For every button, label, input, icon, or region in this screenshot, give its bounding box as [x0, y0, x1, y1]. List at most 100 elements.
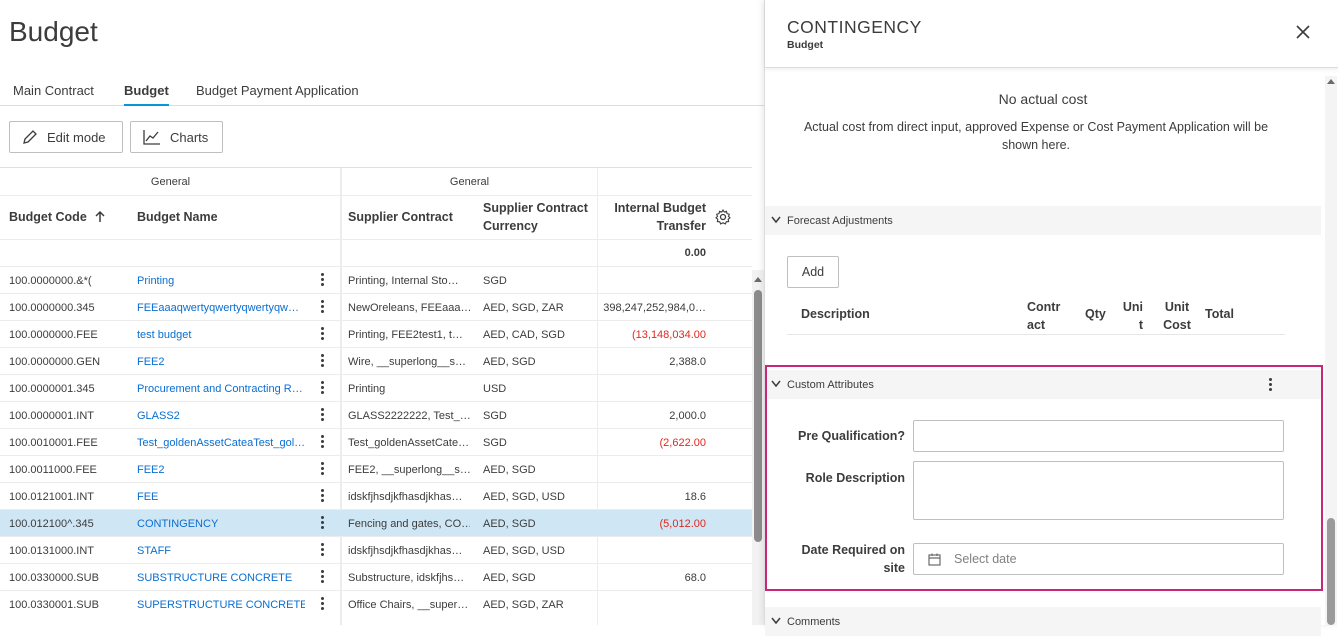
cell-budget-name-link[interactable]: SUBSTRUCTURE CONCRETE	[137, 571, 293, 584]
row-more-icon[interactable]	[321, 543, 325, 558]
table-row[interactable]: 100.0000000.345 FEEaaaqwertyqwertyqwertyq…	[0, 293, 752, 320]
cell-budget-name-link[interactable]: STAFF	[137, 544, 172, 557]
forecast-adjustments-header[interactable]: Forecast Adjustments	[765, 206, 1321, 235]
cell-budget-name-link[interactable]: SUPERSTRUCTURE CONCRETE	[137, 598, 305, 611]
table-row[interactable]: 100.0131000.INT STAFF idskfjhsdjkfhasdjkha…	[0, 536, 752, 563]
budget-grid: General General Budget Code Budget Name …	[0, 167, 752, 625]
cell-supplier-contract: Test_goldenAssetCate…	[348, 436, 470, 449]
cell-currency: AED, SGD	[483, 355, 536, 368]
row-more-icon[interactable]	[321, 273, 325, 288]
cell-supplier-contract: Substructure, idskfjhs…	[348, 571, 465, 584]
transfer-summary-value: 0.00	[684, 246, 706, 259]
cell-budget-name-link[interactable]: FEE2	[137, 463, 165, 476]
table-row[interactable]: 100.0330001.SUB SUPERSTRUCTURE CONCRETE Of…	[0, 590, 752, 617]
cell-internal-budget-transfer: 18.6	[684, 490, 706, 503]
row-more-icon[interactable]	[321, 462, 325, 477]
cell-internal-budget-transfer: (13,148,034.00	[631, 328, 706, 341]
panel-scrollbar-thumb[interactable]	[1327, 518, 1335, 625]
cell-supplier-contract: Printing, FEE2test1, t…	[348, 328, 463, 341]
custom-attributes-header[interactable]: Custom Attributes	[765, 370, 1321, 399]
edit-mode-label: Edit mode	[47, 129, 106, 145]
role-description-textarea[interactable]	[913, 461, 1284, 520]
column-header-budget-code[interactable]: Budget Code	[9, 195, 129, 239]
cell-budget-name-link[interactable]: Printing	[137, 274, 175, 287]
row-more-icon[interactable]	[321, 597, 325, 612]
charts-label: Charts	[170, 129, 209, 145]
cell-currency: AED, SGD	[483, 571, 536, 584]
tab-budget[interactable]: Budget	[124, 83, 169, 106]
cell-budget-code: 100.012100^.345	[9, 517, 94, 530]
cell-supplier-contract: Office Chairs, __super…	[348, 598, 469, 611]
row-more-icon[interactable]	[321, 300, 325, 315]
add-adjustment-button[interactable]: Add	[787, 256, 839, 288]
comments-header[interactable]: Comments	[765, 607, 1321, 636]
row-more-icon[interactable]	[321, 381, 325, 396]
scroll-up-arrow-icon[interactable]	[1327, 78, 1335, 84]
cell-budget-name-link[interactable]: FEEaaaqwertyqwertyqwertyqw…	[137, 301, 300, 314]
row-more-icon[interactable]	[321, 570, 325, 585]
more-options-icon[interactable]	[1269, 378, 1273, 393]
cell-budget-name-link[interactable]: GLASS2	[137, 409, 180, 422]
tab-main-contract[interactable]: Main Contract	[13, 83, 94, 98]
forecast-col-contract: Contract	[1027, 300, 1061, 332]
table-row[interactable]: 100.0000000.GEN FEE2 Wire, __superlong__s……	[0, 347, 752, 374]
cell-currency: AED, SGD, USD	[483, 544, 565, 557]
row-more-icon[interactable]	[321, 489, 325, 504]
scroll-up-arrow-icon[interactable]	[754, 276, 762, 282]
row-more-icon[interactable]	[321, 516, 325, 531]
column-header-budget-name[interactable]: Budget Name	[137, 210, 218, 224]
table-row[interactable]: 100.0011000.FEE FEE2 FEE2, __superlong__s……	[0, 455, 752, 482]
tab-bar: Main Contract Budget Budget Payment Appl…	[0, 80, 764, 106]
forecast-col-qty: Qty	[1085, 307, 1106, 321]
cell-supplier-contract: idskfjhsdjkfhasdjkhas…	[348, 544, 463, 557]
forecast-col-description: Description	[801, 307, 870, 321]
table-row[interactable]: 100.0000000.FEE test budget Printing, FEE2…	[0, 320, 752, 347]
row-more-icon[interactable]	[321, 354, 325, 369]
tab-budget-payment-application[interactable]: Budget Payment Application	[196, 83, 359, 98]
table-row[interactable]: 100.0000001.INT GLASS2 GLASS2222222, Test_…	[0, 401, 752, 428]
empty-state-title: No actual cost	[998, 91, 1088, 107]
column-header-supplier-contract[interactable]: Supplier Contract	[348, 210, 453, 224]
cell-currency: AED, SGD, USD	[483, 490, 565, 503]
cell-budget-name-link[interactable]: FEE2	[137, 355, 165, 368]
table-row[interactable]: 100.0000001.345 Procurement and Contracti…	[0, 374, 752, 401]
edit-mode-button[interactable]: Edit mode	[9, 121, 123, 153]
date-required-picker[interactable]: Select date	[913, 543, 1284, 575]
grid-scrollbar-thumb[interactable]	[754, 290, 762, 542]
cell-supplier-contract: Printing, Internal Sto…	[348, 274, 459, 287]
table-row[interactable]: 100.0000000.&*(Printing Printing, Interna…	[0, 266, 752, 293]
cell-budget-name-link[interactable]: Procurement and Contracting R…	[137, 382, 303, 395]
forecast-col-unit: Unit	[1122, 300, 1143, 332]
cell-supplier-contract: Printing	[348, 382, 386, 395]
gear-icon[interactable]	[715, 209, 731, 225]
cell-internal-budget-transfer	[600, 375, 706, 402]
cell-budget-name-link[interactable]: FEE	[137, 490, 159, 503]
cell-budget-code: 100.0121001.INT	[9, 490, 95, 503]
column-header-supplier-contract-currency[interactable]: Supplier Contract Currency	[483, 201, 588, 233]
cell-budget-name-link[interactable]: test budget	[137, 328, 192, 341]
cell-currency: AED, SGD	[483, 463, 536, 476]
table-row[interactable]: 100.0010001.FEE Test_goldenAssetCateaTest…	[0, 428, 752, 455]
charts-button[interactable]: Charts	[130, 121, 223, 153]
row-more-icon[interactable]	[321, 327, 325, 342]
detail-panel: CONTINGENCY Budget No actual cost Actual…	[764, 0, 1338, 636]
custom-attributes-title: Custom Attributes	[787, 378, 874, 391]
panel-vertical-scrollbar[interactable]	[1325, 76, 1337, 625]
grid-vertical-scrollbar[interactable]	[752, 270, 764, 625]
table-row[interactable]: 100.0121001.INT FEE idskfjhsdjkfhasdjkhas……	[0, 482, 752, 509]
cell-currency: SGD	[483, 436, 507, 449]
cell-budget-code: 100.0131000.INT	[9, 544, 95, 557]
cell-supplier-contract: NewOreleans, FEEaaa…	[348, 301, 470, 314]
cell-budget-code: 100.0000000.345	[9, 301, 95, 314]
table-row[interactable]: 100.0330000.SUB SUBSTRUCTURE CONCRETE Subs…	[0, 563, 752, 590]
cell-budget-name-link[interactable]: CONTINGENCY	[137, 517, 219, 530]
table-row[interactable]: 100.012100^.345 CONTINGENCY Fencing and ga…	[0, 509, 752, 536]
column-header-internal-budget-transfer[interactable]: Internal Budget Transfer	[614, 201, 706, 233]
budget-code-header-label: Budget Code	[9, 210, 87, 224]
cell-budget-name-link[interactable]: Test_goldenAssetCateaTest_gol…	[137, 436, 305, 449]
cell-internal-budget-transfer: 68.0	[684, 571, 706, 584]
pre-qualification-input[interactable]	[913, 420, 1284, 452]
row-more-icon[interactable]	[321, 408, 325, 423]
row-more-icon[interactable]	[321, 435, 325, 450]
close-icon[interactable]	[1296, 25, 1310, 39]
